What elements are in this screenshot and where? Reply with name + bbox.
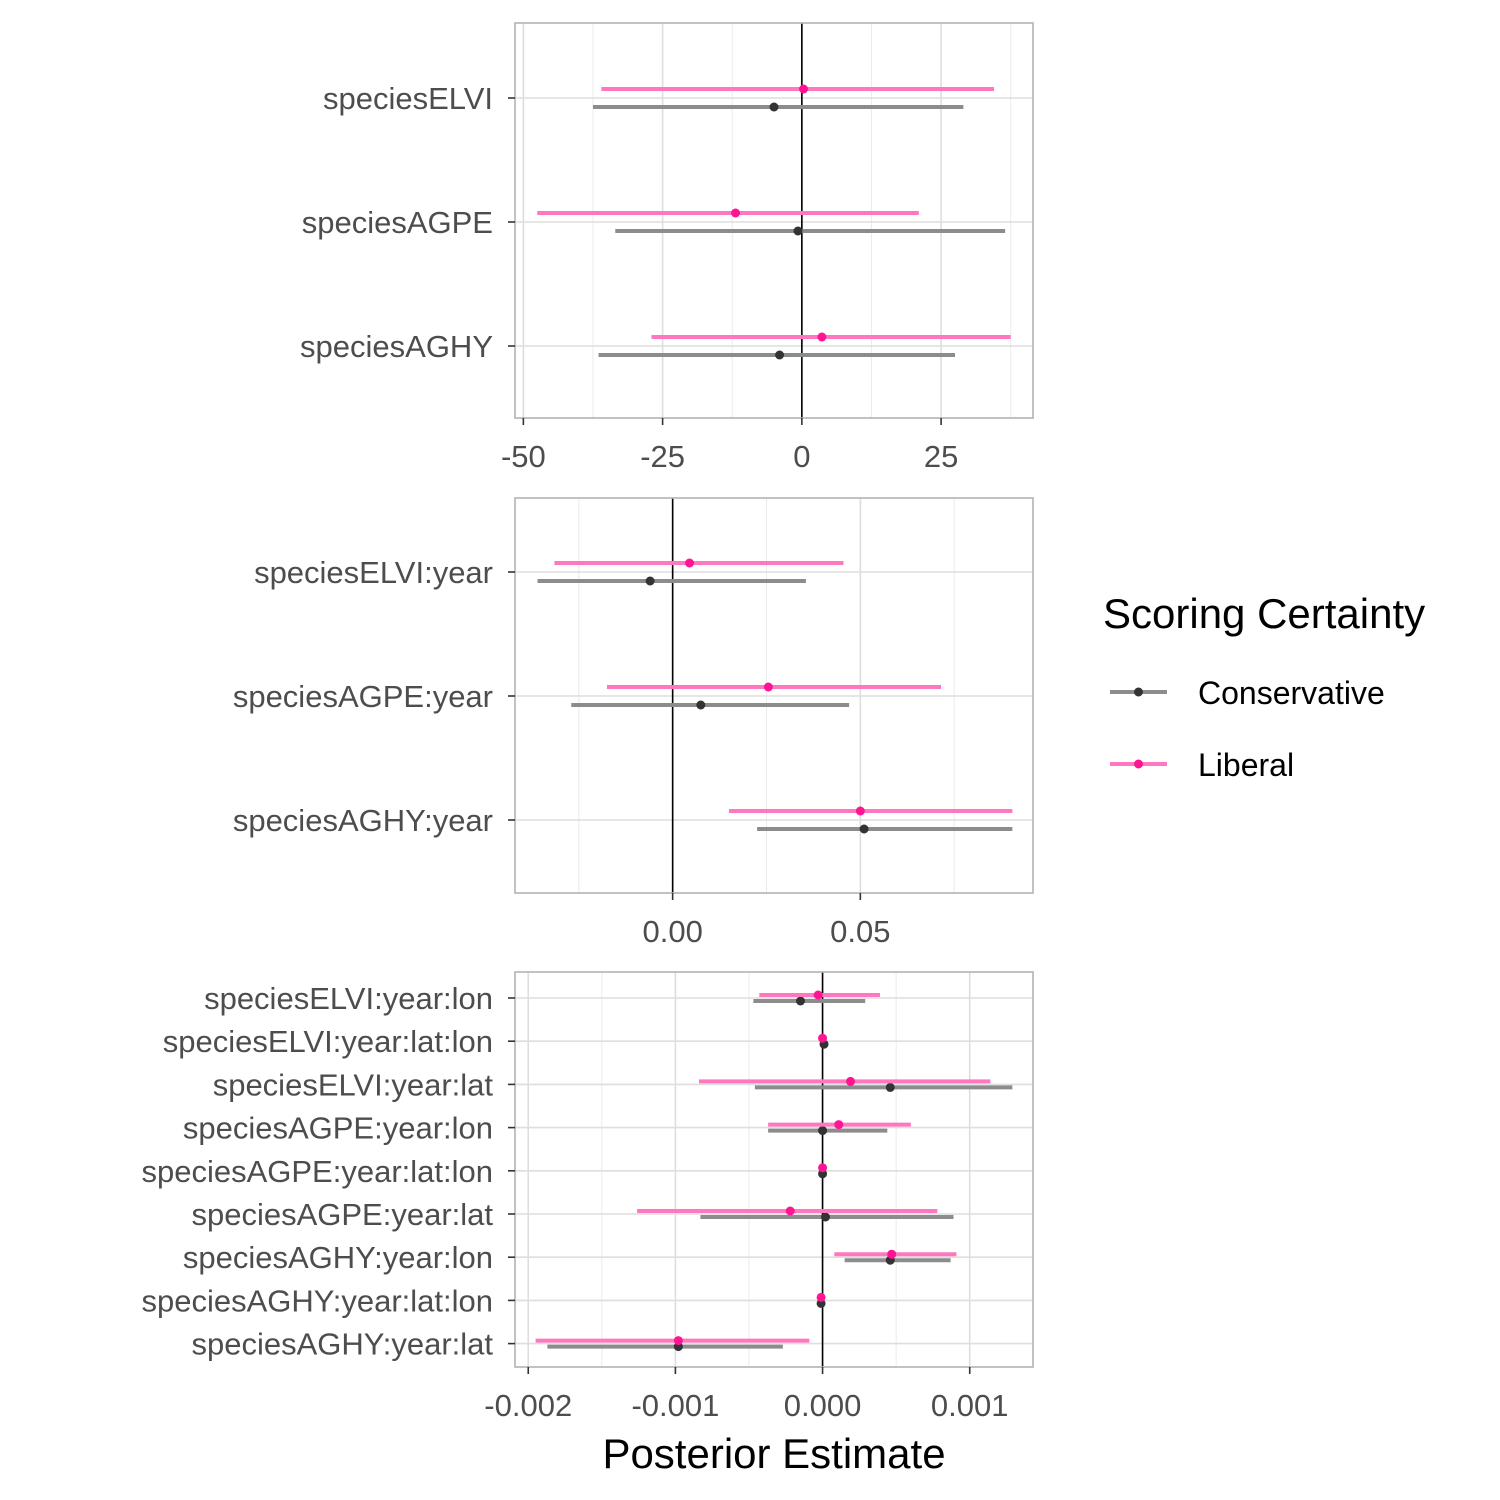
y-tick-label: speciesAGPE:year:lat xyxy=(191,1197,493,1232)
point-estimate-conservative xyxy=(859,824,869,834)
point-estimate-conservative xyxy=(775,350,785,360)
x-tick-label: -0.002 xyxy=(484,1388,572,1423)
x-tick-label: 0.000 xyxy=(784,1388,862,1423)
point-estimate-liberal xyxy=(785,1206,795,1216)
point-estimate-liberal xyxy=(818,1033,828,1043)
x-tick-label: -25 xyxy=(640,439,685,474)
point-estimate-liberal xyxy=(818,1163,828,1173)
point-estimate-liberal xyxy=(846,1076,856,1086)
point-estimate-conservative xyxy=(821,1212,831,1222)
panel-border xyxy=(514,971,1034,1368)
point-estimate-conservative xyxy=(818,1126,828,1136)
panels-layer: -50 -25 0 25 speciesELVI speciesAGPE speciesAG… xyxy=(141,22,1034,1423)
y-tick-label: speciesELVI xyxy=(323,81,493,116)
legend-label-conservative: Conservative xyxy=(1198,675,1385,711)
y-tick-label: speciesAGHY:year:lon xyxy=(183,1240,493,1275)
x-tick-label: 0.001 xyxy=(931,1388,1009,1423)
y-tick-label: speciesAGHY:year:lat:lon xyxy=(141,1283,493,1318)
y-tick-label: speciesAGHY:year xyxy=(233,803,493,838)
legend-label-liberal: Liberal xyxy=(1198,747,1294,783)
point-estimate-conservative xyxy=(696,700,706,710)
y-tick-label: speciesAGHY:year:lat xyxy=(191,1327,493,1362)
y-tick-label: speciesELVI:year xyxy=(254,555,493,590)
x-tick-label: 0.00 xyxy=(642,914,702,949)
x-tick-label: 0.05 xyxy=(830,914,890,949)
y-tick-label: speciesAGPE:year:lon xyxy=(183,1111,493,1146)
point-estimate-liberal xyxy=(813,990,823,1000)
x-tick-label: -0.001 xyxy=(631,1388,719,1423)
point-estimate-liberal xyxy=(799,84,809,94)
point-estimate-conservative xyxy=(795,996,805,1006)
point-estimate-liberal xyxy=(834,1120,844,1130)
point-estimate-liberal xyxy=(887,1249,897,1259)
point-estimate-liberal xyxy=(673,1336,683,1346)
legend-key-point-conservative xyxy=(1134,687,1143,697)
legend-title: Scoring Certainty xyxy=(1103,590,1425,637)
panel-1: -50 -25 0 25 speciesELVI speciesAGPE speciesAG… xyxy=(300,22,1034,474)
point-estimate-liberal xyxy=(685,558,695,568)
panel-3: -0.002 -0.001 0.000 0.001 speciesELVI:year:l… xyxy=(141,971,1034,1423)
y-tick-label: speciesELVI:year:lat xyxy=(213,1067,494,1102)
panel-2: 0.00 0.05 speciesELVI:year speciesAGPE:year… xyxy=(233,497,1034,949)
x-tick-label: 25 xyxy=(924,439,958,474)
point-estimate-conservative xyxy=(645,576,655,586)
y-tick-label: speciesAGHY xyxy=(300,329,493,364)
legend-key-point-liberal xyxy=(1134,759,1143,769)
point-estimate-liberal xyxy=(817,332,827,342)
panel-background xyxy=(515,972,1033,1367)
point-estimate-conservative xyxy=(769,102,779,112)
x-tick-label: 0 xyxy=(793,439,810,474)
y-tick-label: speciesAGPE:year xyxy=(233,679,493,714)
x-axis-title: Posterior Estimate xyxy=(602,1430,945,1477)
legend-entry-conservative: Conservative xyxy=(1110,675,1385,711)
y-tick-label: speciesAGPE:year:lat:lon xyxy=(141,1154,493,1189)
legend-entry-liberal: Liberal xyxy=(1110,747,1294,783)
point-estimate-conservative xyxy=(885,1082,895,1092)
x-tick-label: -50 xyxy=(501,439,546,474)
y-tick-label: speciesELVI:year:lon xyxy=(204,981,493,1016)
point-estimate-liberal xyxy=(855,806,865,816)
panel-border xyxy=(514,22,1034,419)
point-estimate-liberal xyxy=(731,208,741,218)
y-tick-label: speciesAGPE xyxy=(302,205,493,240)
point-estimate-liberal xyxy=(763,682,773,692)
point-estimate-conservative xyxy=(793,226,803,236)
point-estimate-liberal xyxy=(816,1292,826,1302)
y-tick-label: speciesELVI:year:lat:lon xyxy=(163,1024,493,1059)
legend: Scoring Certainty Conservative Liberal xyxy=(1103,590,1425,783)
